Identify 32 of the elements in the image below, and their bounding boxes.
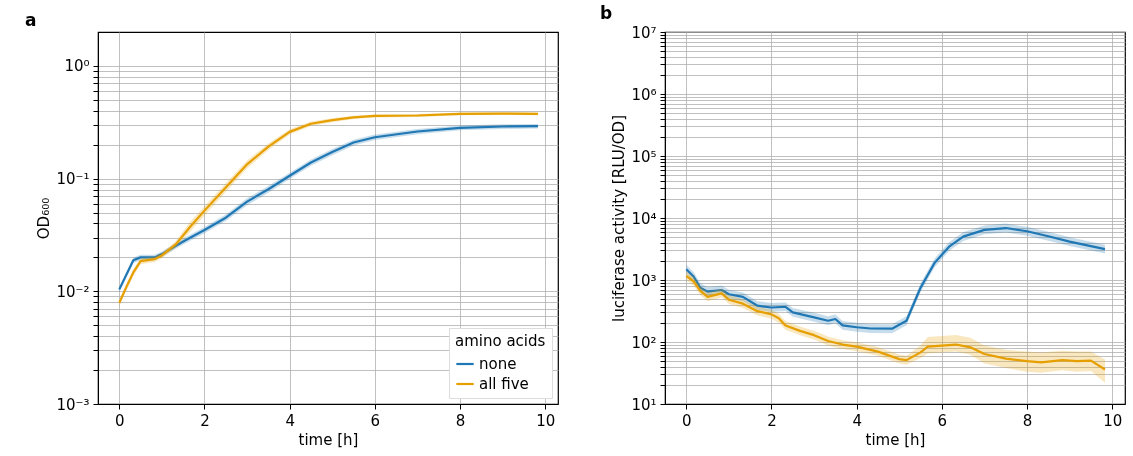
- y-tick-label: 10⁻¹: [56, 170, 90, 189]
- x-tick-label: 4: [852, 411, 862, 430]
- x-tick-label: 4: [285, 411, 295, 430]
- legend-label: none: [479, 355, 517, 373]
- y-axis-title: luciferase activity [RLU/OD]: [610, 115, 629, 322]
- legend-label: all five: [479, 375, 529, 393]
- x-tick-label: 6: [370, 411, 381, 430]
- chart-title: b: [599, 3, 613, 23]
- legend-title: amino acids: [455, 332, 546, 350]
- x-tick-label: 8: [455, 411, 466, 430]
- x-axis-title: time [h]: [298, 430, 359, 449]
- x-tick-label: 10: [536, 411, 556, 430]
- y-tick-label: 10⁴: [631, 209, 657, 228]
- x-tick-label: 2: [200, 411, 210, 430]
- x-tick-label: 10: [1103, 411, 1123, 430]
- y-tick-label: 10⁵: [631, 147, 657, 166]
- x-tick-label: 0: [115, 411, 125, 430]
- x-tick-label: 0: [682, 411, 692, 430]
- y-tick-label: 10²: [631, 333, 657, 352]
- y-tick-label: 10⁷: [631, 23, 657, 42]
- y-tick-label: 10³: [631, 271, 657, 290]
- y-tick-label: 10⁻³: [56, 395, 90, 414]
- y-tick-label: 10⁶: [631, 85, 657, 104]
- x-axis-title: time [h]: [865, 430, 926, 449]
- y-tick-label: 10⁻²: [56, 282, 90, 301]
- y-axis-title: OD₆₀₀: [35, 197, 54, 240]
- chart-title: a: [24, 10, 37, 30]
- x-tick-label: 2: [767, 411, 777, 430]
- x-tick-label: 6: [937, 411, 948, 430]
- x-tick-label: 8: [1022, 411, 1033, 430]
- y-tick-label: 10⁰: [64, 57, 90, 76]
- y-tick-label: 10¹: [631, 395, 657, 414]
